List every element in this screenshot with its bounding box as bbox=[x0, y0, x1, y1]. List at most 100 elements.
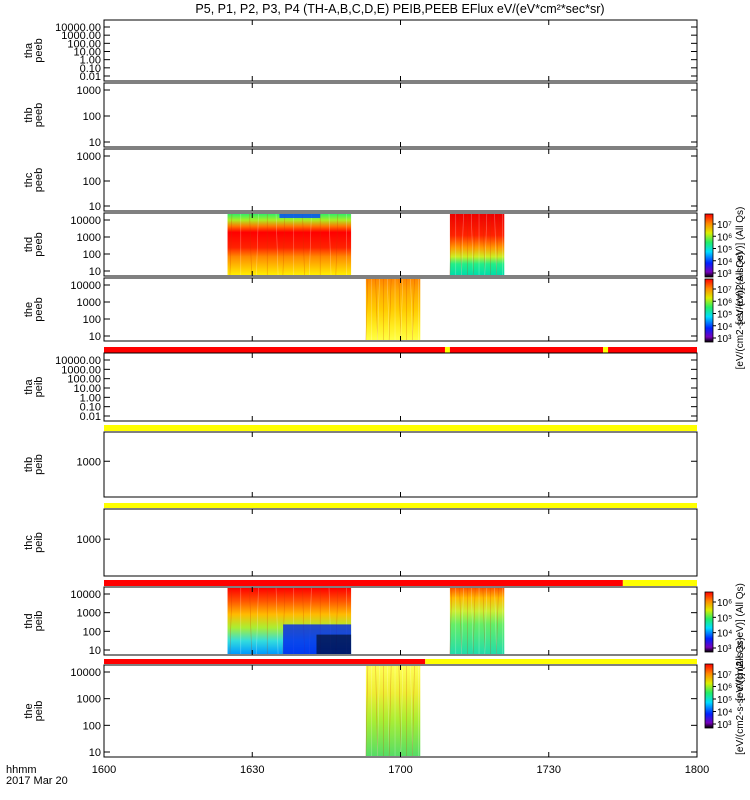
panel-ylabel-product: peeb bbox=[33, 103, 45, 127]
y-tick-label: 10 bbox=[89, 266, 101, 278]
y-tick-label: 100 bbox=[83, 249, 101, 261]
y-tick-label: 10 bbox=[89, 645, 101, 657]
x-tick-label: 1630 bbox=[240, 764, 264, 776]
colorbar-1 bbox=[704, 213, 714, 278]
colorbar-label: [eV/(cm2-s-sr-eV)] (All Qs) bbox=[735, 583, 746, 701]
colorbar-tick-label: 10⁷ bbox=[717, 670, 732, 681]
status-bar-1-segment-2 bbox=[444, 347, 450, 353]
panel-frame-6 bbox=[103, 352, 698, 422]
x-tick-label: 1700 bbox=[388, 764, 412, 776]
panel-ylabel-spacecraft: thc bbox=[23, 172, 35, 187]
colorbar-tick-label: 10³ bbox=[717, 720, 732, 731]
panel-ylabel-product: peib bbox=[33, 454, 45, 475]
panel-ylabel-spacecraft: thd bbox=[23, 237, 35, 252]
status-bar-4-segment-1 bbox=[104, 580, 623, 586]
panel-ylabel-product: peib bbox=[33, 532, 45, 553]
spectrogram-low-flux-strip bbox=[279, 214, 321, 218]
spectrogram-texture-9-2 bbox=[449, 587, 503, 655]
y-tick-label: 1000 bbox=[77, 608, 101, 620]
y-tick-label: 10000 bbox=[70, 589, 101, 601]
y-tick-label: 100 bbox=[83, 111, 101, 123]
colorbar-tick-label: 10⁴ bbox=[717, 708, 732, 719]
colorbar-tick-label: 10³ bbox=[717, 334, 732, 345]
y-tick-label: 100 bbox=[83, 626, 101, 638]
status-bar-1-segment-4 bbox=[603, 347, 609, 353]
colorbar-label: [eV/(cm2-s-sr-eV)] (All Qs) bbox=[735, 637, 746, 755]
colorbar-tick-label: 10⁶ bbox=[717, 683, 732, 694]
status-bar-4-segment-2 bbox=[622, 580, 697, 586]
spectrogram-block-9-2 bbox=[449, 588, 505, 654]
panel-ylabel-spacecraft: tha bbox=[23, 378, 35, 394]
panel-ylabel-product: peeb bbox=[33, 38, 45, 62]
y-tick-label: 1000 bbox=[77, 232, 101, 244]
time-axis-label: hhmm bbox=[6, 764, 37, 776]
y-tick-label: 100 bbox=[83, 176, 101, 188]
panel-frame-1 bbox=[103, 19, 698, 82]
colorbar-label: [eV/(cm2-s-sr-eV)] (All Qs) bbox=[735, 252, 746, 370]
panel-ylabel-spacecraft: the bbox=[23, 703, 35, 718]
colorbar-tick-label: 10⁷ bbox=[717, 220, 732, 231]
date-label: 2017 Mar 20 bbox=[6, 775, 68, 787]
y-tick-label: 1000.00 bbox=[61, 30, 101, 42]
colorbar-tick-label: 10⁵ bbox=[717, 310, 732, 321]
panel-ylabel-spacecraft: thd bbox=[23, 613, 35, 628]
status-bar-3-segment-1 bbox=[104, 503, 697, 508]
y-tick-label: 1000 bbox=[77, 534, 101, 546]
spectrogram-texture-4-1 bbox=[229, 213, 347, 276]
colorbar-4 bbox=[704, 663, 714, 729]
chart-title: P5, P1, P2, P3, P4 (TH-A,B,C,D,E) PEIB,P… bbox=[195, 2, 605, 16]
status-bar-1-segment-5 bbox=[608, 347, 697, 353]
y-tick-label: 10000 bbox=[70, 215, 101, 227]
colorbar-tick-label: 10⁶ bbox=[717, 598, 732, 609]
colorbar-tick-label: 10⁶ bbox=[717, 232, 732, 243]
colorbar-tick-label: 10⁴ bbox=[717, 322, 732, 333]
spectrogram-block-4-2 bbox=[449, 214, 505, 275]
panel-frame-2 bbox=[103, 82, 698, 148]
y-tick-label: 0.10 bbox=[80, 402, 101, 414]
status-bar-5-segment-2 bbox=[425, 659, 697, 664]
panel-ylabel-product: peib bbox=[33, 611, 45, 632]
panel-ylabel-product: peeb bbox=[33, 168, 45, 192]
y-tick-label: 100 bbox=[83, 720, 101, 732]
y-tick-label: 10 bbox=[89, 137, 101, 149]
y-tick-label: 10.00 bbox=[73, 47, 101, 59]
y-tick-label: 0.10 bbox=[80, 63, 101, 75]
y-tick-label: 100 bbox=[83, 314, 101, 326]
panel-ylabel-product: peib bbox=[33, 701, 45, 722]
y-tick-label: 10 bbox=[89, 201, 101, 213]
colorbar-tick-label: 10⁵ bbox=[717, 613, 732, 624]
spectrogram-texture-10-1 bbox=[365, 665, 419, 757]
y-tick-label: 1000 bbox=[77, 85, 101, 97]
y-tick-label: 10.00 bbox=[73, 383, 101, 395]
colorbar-tick-label: 10⁵ bbox=[717, 695, 732, 706]
y-tick-label: 1000 bbox=[77, 694, 101, 706]
colorbar-tick-label: 10³ bbox=[717, 269, 732, 280]
colorbar-tick-label: 10⁷ bbox=[717, 285, 732, 296]
panel-ylabel-spacecraft: tha bbox=[23, 42, 35, 58]
status-bar-2-segment-1 bbox=[104, 425, 697, 431]
spectrogram-block-5-1 bbox=[365, 279, 421, 340]
y-tick-label: 10000 bbox=[70, 280, 101, 292]
panel-frame-8 bbox=[103, 508, 698, 577]
y-tick-label: 10000 bbox=[70, 667, 101, 679]
panel-ylabel-spacecraft: the bbox=[23, 302, 35, 317]
y-tick-label: 1000 bbox=[77, 297, 101, 309]
x-tick-label: 1600 bbox=[92, 764, 116, 776]
y-tick-label: 1.00 bbox=[80, 55, 101, 67]
colorbar-3 bbox=[704, 591, 714, 653]
panel-ylabel-spacecraft: thb bbox=[23, 457, 35, 472]
spectrogram-block-10-1 bbox=[365, 666, 421, 756]
colorbar-tick-label: 10³ bbox=[717, 644, 732, 655]
panel-ylabel-spacecraft: thc bbox=[23, 535, 35, 550]
status-bar-1-segment-1 bbox=[104, 347, 445, 353]
x-tick-label: 1800 bbox=[685, 764, 709, 776]
colorbar-tick-label: 10⁴ bbox=[717, 629, 732, 640]
panel-frame-7 bbox=[103, 431, 698, 498]
spectrogram-block-4-1 bbox=[227, 214, 352, 275]
y-tick-label: 0.01 bbox=[80, 411, 101, 423]
panel-ylabel-spacecraft: thb bbox=[23, 107, 35, 122]
y-tick-label: 1000 bbox=[77, 456, 101, 468]
y-tick-label: 10 bbox=[89, 747, 101, 759]
spectrogram-texture-5-1 bbox=[365, 278, 419, 341]
